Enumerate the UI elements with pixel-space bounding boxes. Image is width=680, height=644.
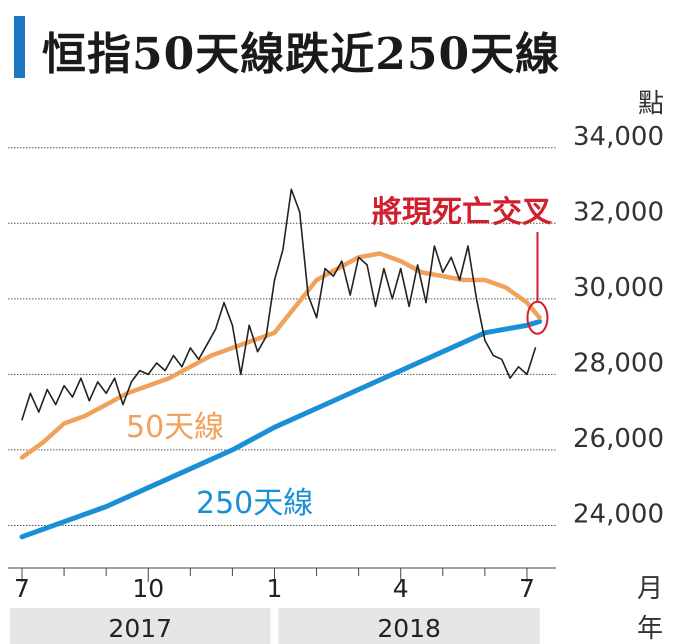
y-tick-label: 32,000 [573, 197, 664, 227]
series-labels: 50天線 250天線 [126, 410, 313, 521]
chart-title: 恒指50天線跌近250天線 [42, 29, 561, 80]
series-lines [19, 188, 543, 540]
x-tick-label: 7 [519, 574, 535, 603]
x-tick-label: 7 [14, 574, 30, 603]
year-bands: 2017 2018 [10, 608, 540, 644]
hsi-index-line [21, 188, 537, 421]
y-tick-labels: 34,000 32,000 30,000 28,000 26,000 24,000 [573, 122, 664, 530]
y-tick-label: 30,000 [573, 273, 664, 303]
death-cross-callout: 將現死亡交叉 [372, 195, 552, 230]
title-accent-bar [14, 16, 25, 78]
x-tick-label: 10 [132, 574, 164, 603]
ma50-label: 50天線 [126, 410, 224, 445]
x-tick-labels: 7 10 1 4 7 [8, 567, 556, 603]
ma250-line [19, 319, 543, 540]
gridlines [8, 147, 556, 526]
annotation: 將現死亡交叉 [372, 195, 552, 335]
x-tick-label: 4 [393, 574, 409, 603]
x-unit-label: 月 [637, 574, 663, 604]
x-tick-label: 1 [267, 574, 283, 603]
year-band-2018 [278, 608, 540, 644]
y-unit-label: 點 [638, 89, 664, 119]
ma250-label: 250天線 [196, 486, 313, 521]
year-label: 2017 [108, 614, 172, 643]
year-label: 2018 [377, 614, 441, 643]
y-tick-label: 26,000 [573, 424, 664, 454]
y-tick-label: 34,000 [573, 122, 664, 152]
y-tick-label: 24,000 [573, 499, 664, 529]
y-tick-label: 28,000 [573, 348, 664, 378]
year-unit-label: 年 [637, 614, 663, 644]
year-band-2017 [10, 608, 271, 644]
death-cross-marker [526, 300, 549, 335]
